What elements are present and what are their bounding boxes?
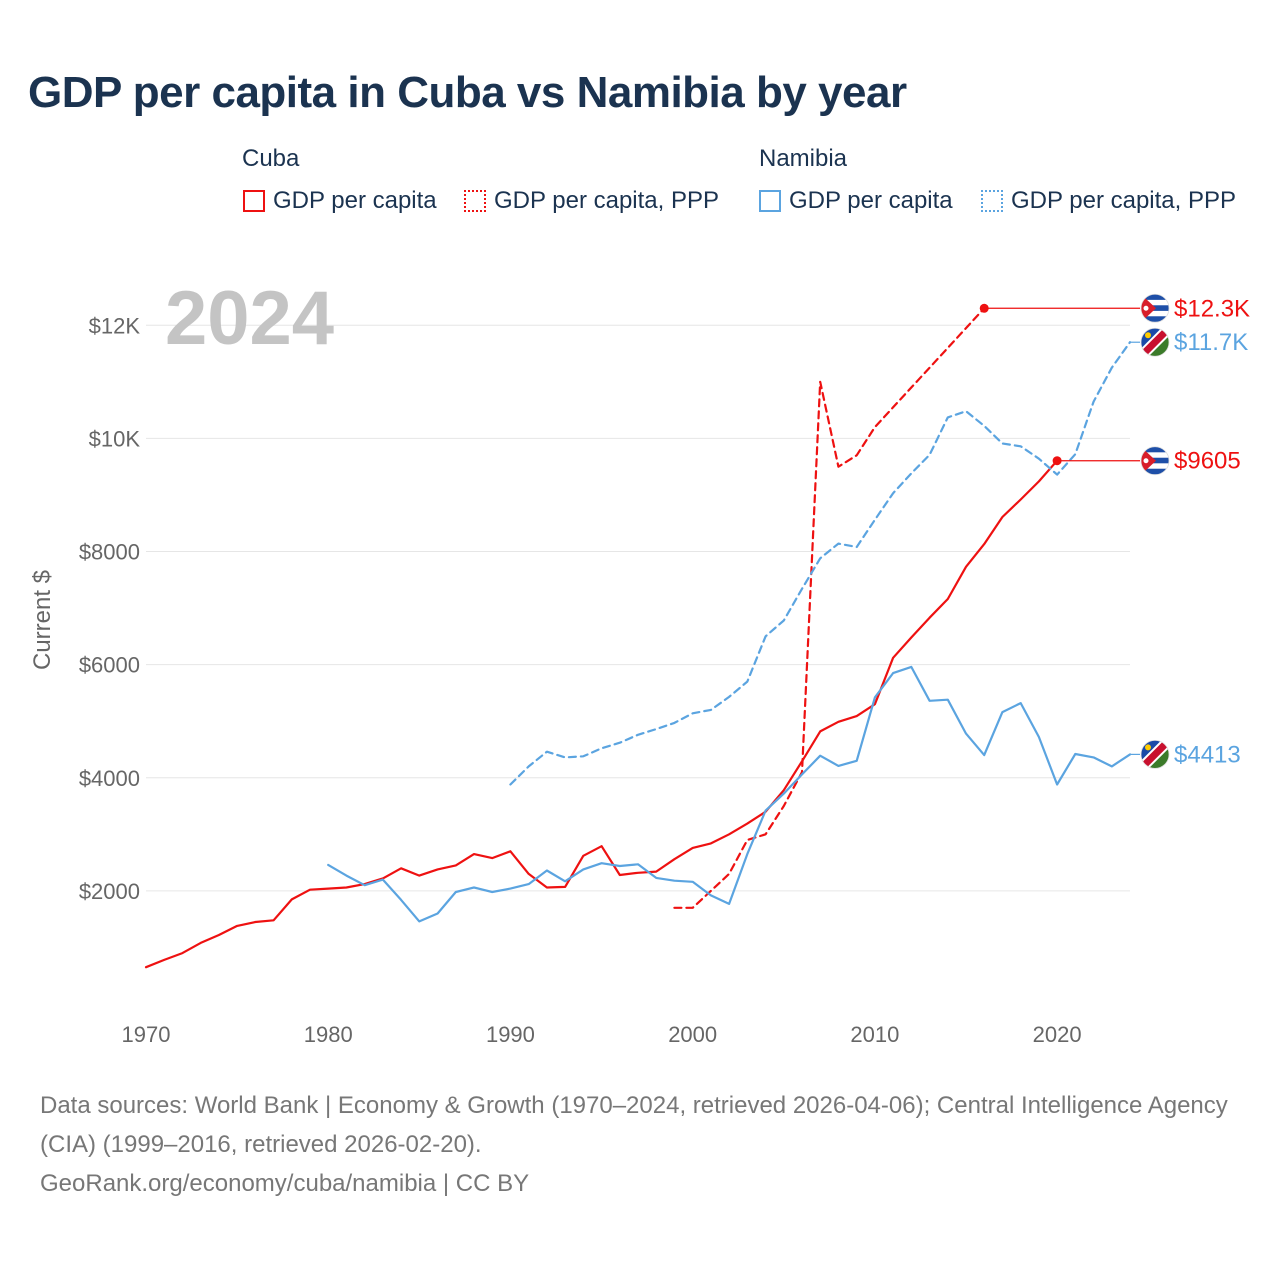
flag-body [1141, 740, 1169, 769]
x-tick-label: 1970 [122, 1022, 171, 1047]
line-chart: 2024 Current $ $2000 $4000 $6000 $8000 $10K $… [29, 276, 1250, 1047]
y-tick-label: $2000 [79, 879, 140, 904]
flag-outline [1140, 327, 1170, 357]
chart-title: GDP per capita in Cuba vs Namibia by yea… [28, 68, 907, 117]
x-tick-label: 1990 [486, 1022, 535, 1047]
flag-outline [1140, 739, 1170, 769]
legend-swatch-solid-blue [759, 190, 781, 212]
legend-cuba-gdp[interactable]: GDP per capita [243, 186, 437, 216]
y-tick-label: $8000 [79, 540, 140, 565]
series-line [327, 665, 1132, 923]
x-tick-label: 1980 [304, 1022, 353, 1047]
legend-group-cuba: Cuba [242, 145, 300, 172]
y-tick-label: $6000 [79, 653, 140, 678]
footer-sources: Data sources: World Bank | Economy & Gro… [40, 1092, 1228, 1158]
legend-swatch-dotted-red [464, 190, 486, 212]
end-value-label: $4413 [1174, 741, 1241, 768]
flag-stripe [1141, 468, 1169, 475]
legend-label: GDP per capita, PPP [1011, 187, 1236, 214]
flag-sun [1145, 744, 1151, 751]
cuba-flag-icon [1140, 293, 1170, 323]
x-tick-label: 2020 [1033, 1022, 1082, 1047]
year-watermark: 2024 [165, 276, 334, 361]
footer: Data sources: World Bank | Economy & Gro… [40, 1086, 1250, 1203]
flag-body [1141, 328, 1169, 357]
namibia-flag-icon [1140, 739, 1170, 769]
end-value-label: $11.7K [1174, 329, 1248, 356]
flag-stripe [1141, 316, 1169, 322]
flag-body [1141, 446, 1169, 475]
legend-swatch-dotted-blue [981, 190, 1003, 212]
legend-label: GDP per capita [273, 187, 437, 214]
legend-label: GDP per capita [789, 187, 953, 214]
footer-site[interactable]: GeoRank.org/economy/cuba/namibia | CC BY [40, 1170, 530, 1197]
y-tick-label: $10K [89, 426, 141, 451]
y-tick-label: $4000 [79, 766, 140, 791]
cuba-flag-icon [1140, 446, 1170, 476]
x-tick-label: 2010 [850, 1022, 899, 1047]
end-value-label: $12.3K [1174, 295, 1250, 322]
flag-stripe [1141, 294, 1169, 300]
series-line [673, 307, 986, 909]
flag-outline [1140, 446, 1170, 476]
flag-outline [1140, 293, 1170, 323]
end-value-label: $9605 [1174, 448, 1241, 475]
series-line [509, 341, 1132, 786]
series-line [144, 459, 1059, 969]
y-tick-label: $12K [89, 313, 141, 338]
flag-stripe [1141, 446, 1169, 453]
legend-cuba-ppp[interactable]: GDP per capita, PPP [464, 186, 719, 216]
legend-namibia-gdp[interactable]: GDP per capita [759, 186, 953, 216]
legend-swatch-solid-red [243, 190, 265, 212]
flag-star [1143, 305, 1149, 311]
legend-group-namibia: Namibia [759, 145, 848, 172]
x-tick-label: 2000 [668, 1022, 717, 1047]
flag-sun [1145, 332, 1151, 339]
flag-star [1143, 458, 1149, 464]
legend-label: GDP per capita, PPP [494, 187, 719, 214]
legend-namibia-ppp[interactable]: GDP per capita, PPP [981, 186, 1236, 216]
namibia-flag-icon [1140, 327, 1170, 357]
flag-body [1141, 294, 1169, 323]
y-axis-label: Current $ [29, 570, 56, 670]
